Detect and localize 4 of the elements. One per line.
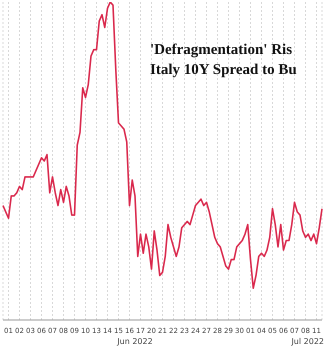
text: Jun 2022	[116, 337, 154, 346]
text: Jul 2022	[290, 337, 324, 346]
text: Italy 10Y Spread to Bu	[150, 61, 297, 80]
text: 'Defragmentation' Ris	[150, 41, 294, 60]
